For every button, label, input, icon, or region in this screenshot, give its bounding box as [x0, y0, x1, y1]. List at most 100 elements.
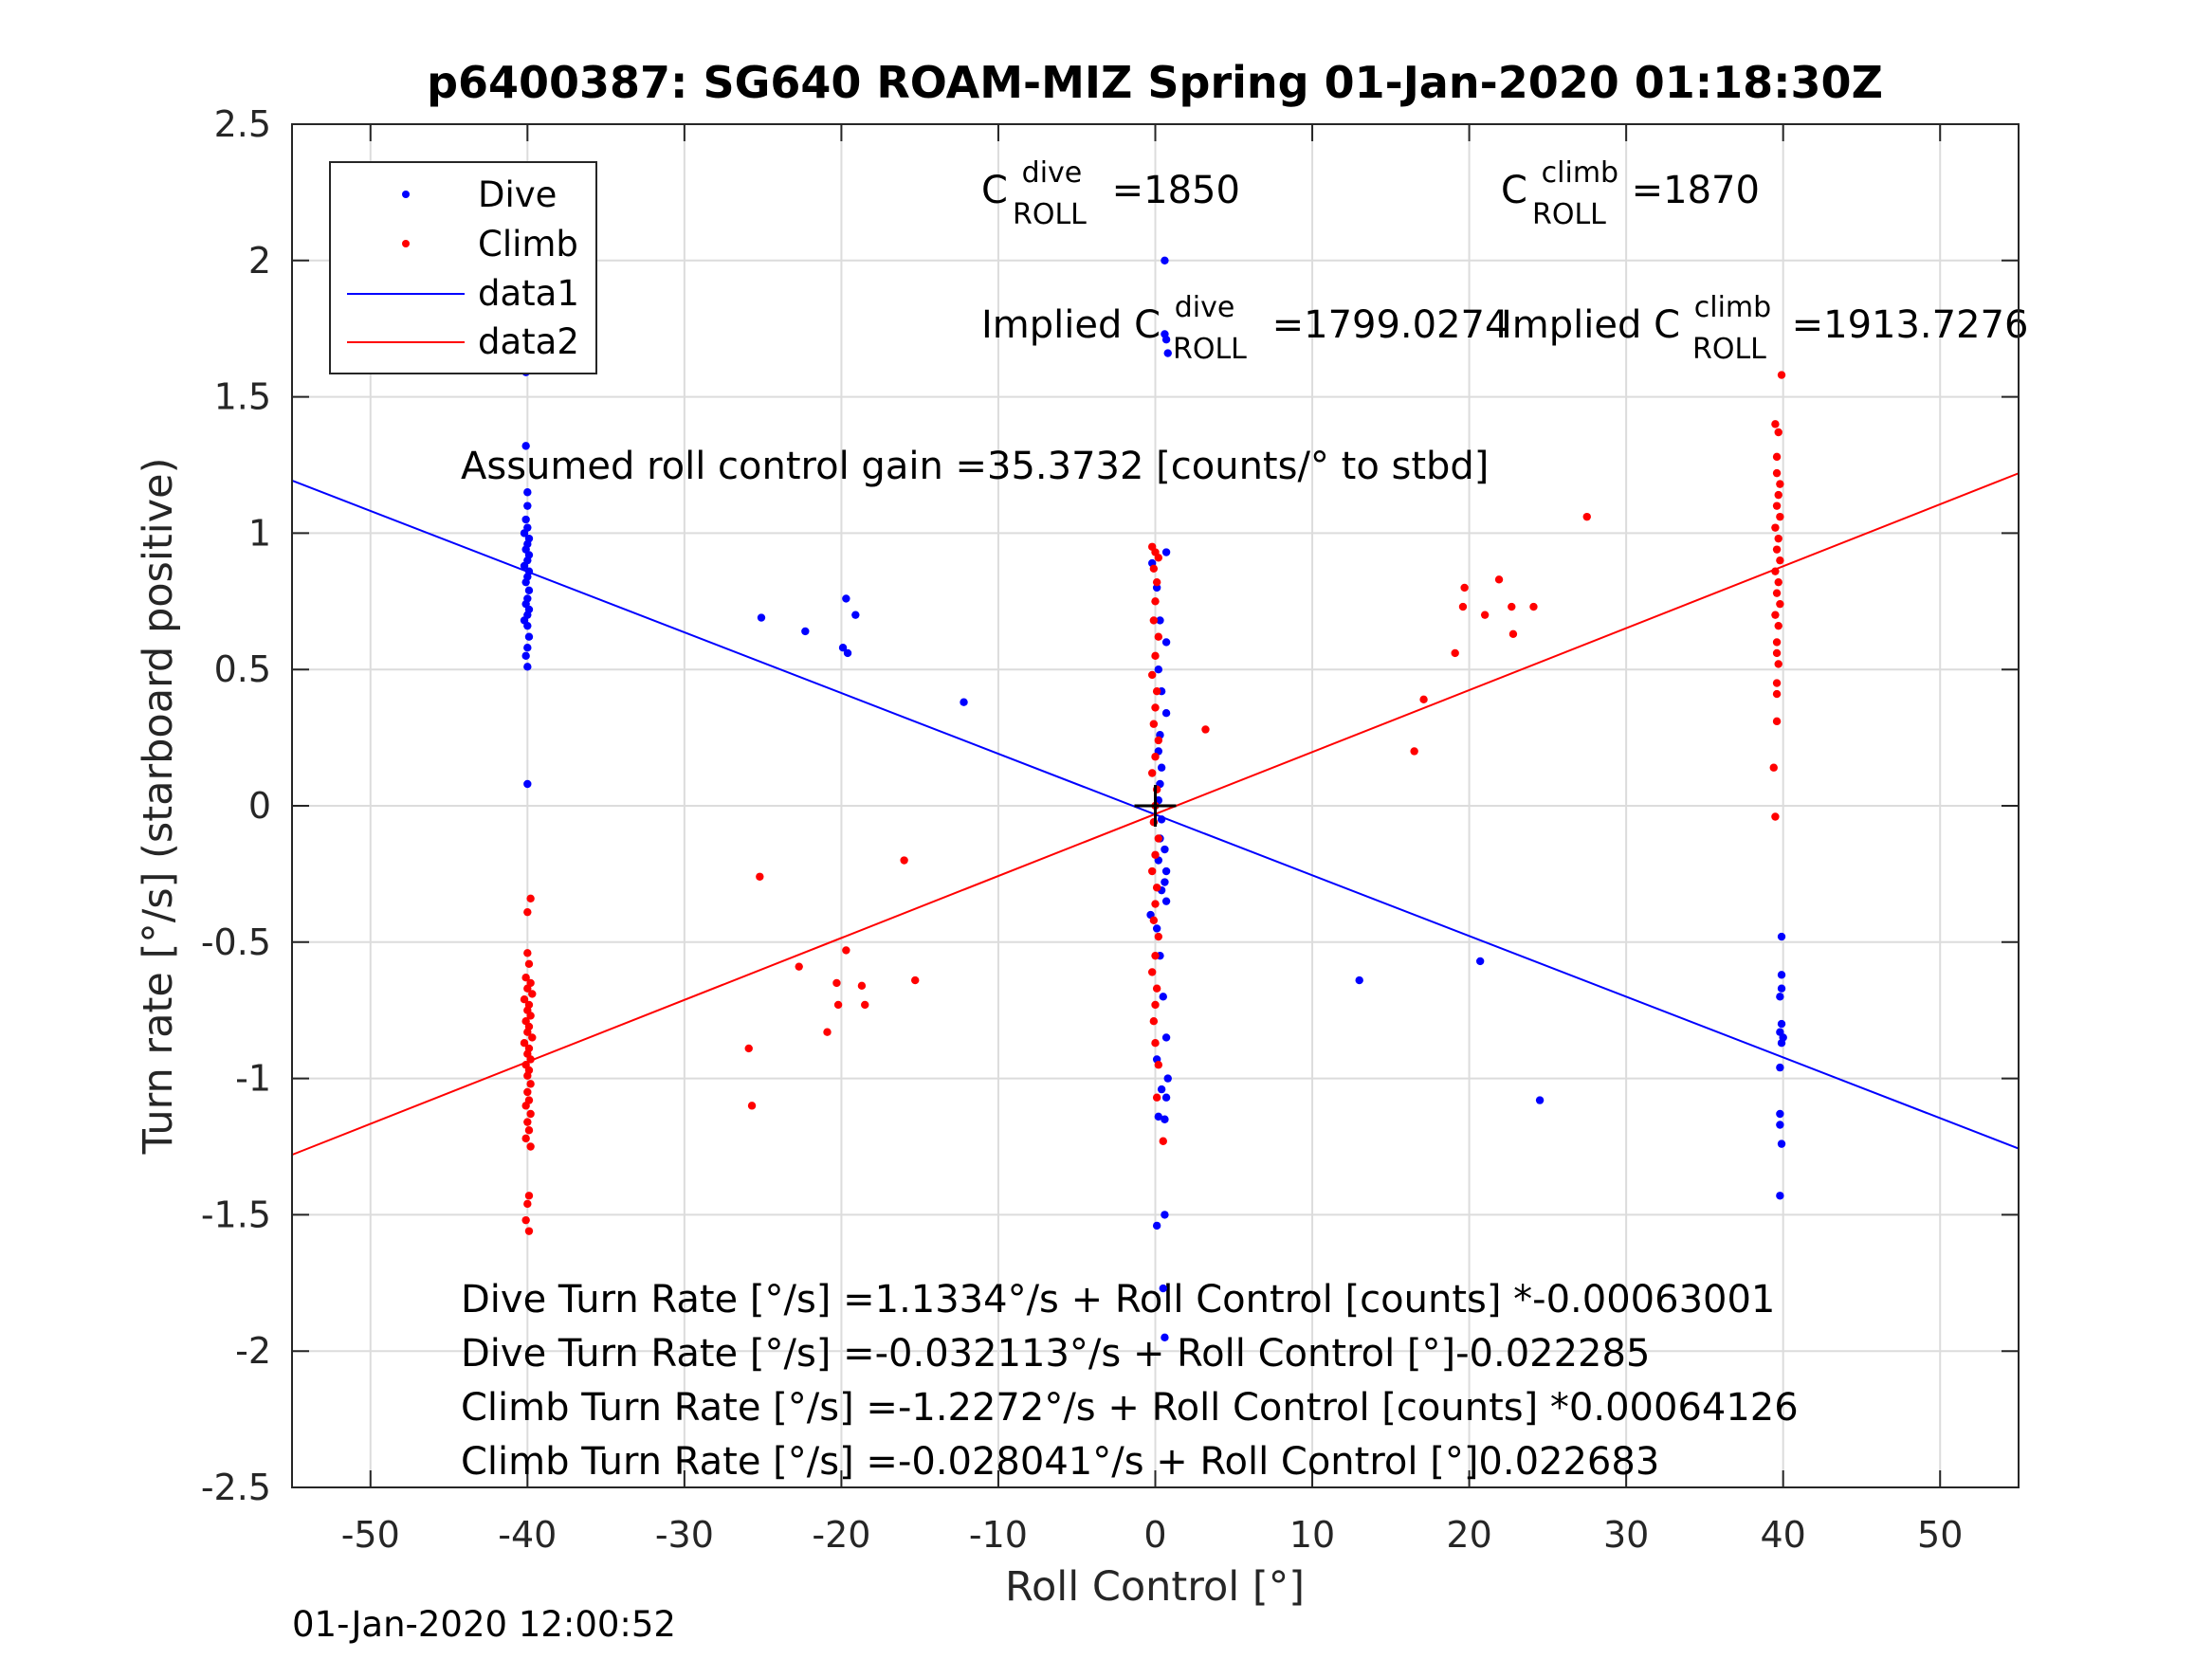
x-axis-label: Roll Control [°] [1005, 1563, 1305, 1611]
dive-point [521, 442, 530, 450]
climb-point [1529, 602, 1538, 611]
x-tick-label: -40 [498, 1514, 557, 1556]
implied-dive-sup: dive [1175, 291, 1235, 324]
dive-point [1161, 336, 1171, 344]
dive-point [521, 651, 530, 661]
climb-point [1772, 689, 1782, 699]
dive-point [1163, 1074, 1172, 1083]
climb-point [1149, 720, 1159, 728]
dive-point [1154, 665, 1163, 674]
dive-point [520, 529, 529, 538]
dive-point [524, 586, 534, 594]
c-dive-sub: ROLL [1013, 198, 1087, 231]
c-climb-sub: ROLL [1532, 198, 1606, 231]
climb-point [1149, 1017, 1159, 1026]
y-tick-label: -1.5 [201, 1194, 271, 1235]
dive-point [1159, 993, 1167, 1001]
dive-point [801, 627, 810, 636]
climb-point [521, 1134, 530, 1143]
climb-point [1774, 660, 1782, 668]
climb-point [1151, 753, 1160, 761]
climb-point [1494, 575, 1504, 584]
climb-point [823, 1028, 832, 1036]
c-climb-value: =1870 [1632, 169, 1760, 212]
climb-point [1147, 769, 1157, 777]
y-tick-label: -1 [235, 1058, 271, 1100]
legend-climb-marker [402, 240, 410, 247]
y-tick-label: 1.5 [214, 376, 271, 418]
legend-data1-label: data1 [478, 273, 579, 314]
legend: Dive Climb data1 data2 [329, 161, 597, 374]
climb-point [1771, 420, 1780, 428]
implied-climb-sub: ROLL [1692, 333, 1766, 366]
dive-point [1161, 878, 1169, 886]
c-dive-annotation: C dive ROLL =1850 [981, 148, 1240, 233]
climb-point [1582, 512, 1591, 521]
climb-point [521, 973, 530, 982]
climb-point [524, 1126, 534, 1135]
dive-point [520, 561, 529, 571]
dive-point [1152, 924, 1161, 933]
fit-line-annotation-1: Dive Turn Rate [°/s] =1.1334°/s + Roll C… [461, 1278, 1775, 1322]
climb-point [1774, 428, 1782, 437]
dive-point [1157, 815, 1166, 824]
climb-point [857, 981, 867, 991]
dive-point [851, 611, 860, 619]
x-tick-label: 10 [1289, 1514, 1335, 1556]
dive-point [1161, 548, 1171, 556]
climb-point [1508, 602, 1516, 611]
climb-point [528, 1033, 537, 1042]
climb-point [1149, 564, 1159, 573]
dive-point [524, 632, 534, 641]
climb-point [526, 1055, 535, 1064]
climb-point [1771, 523, 1780, 532]
x-tick-label: -10 [969, 1514, 1028, 1556]
climb-point [1154, 632, 1163, 641]
legend-data2-label: data2 [478, 321, 579, 362]
implied-climb-prefix: Implied C [1501, 303, 1680, 347]
climb-point [795, 962, 803, 971]
dive-point [523, 779, 532, 789]
climb-point [524, 1192, 534, 1200]
c-dive-prefix: C [981, 169, 1008, 212]
climb-point [523, 1028, 532, 1036]
legend-box [329, 161, 597, 374]
dive-point [1535, 1096, 1545, 1104]
climb-point [1159, 1137, 1167, 1145]
climb-point [1154, 1061, 1163, 1069]
climb-point [1776, 480, 1784, 488]
climb-point [1771, 611, 1780, 619]
climb-point [523, 907, 532, 917]
dive-point [1161, 709, 1171, 718]
climb-point [1410, 747, 1418, 756]
x-tick-label: 0 [1143, 1514, 1166, 1556]
y-tick-label: 1 [248, 512, 271, 554]
dive-point [1355, 975, 1363, 985]
climb-point [747, 1102, 757, 1110]
climb-point [1774, 621, 1782, 630]
climb-point [1201, 725, 1210, 734]
x-tick-label: 50 [1917, 1514, 1963, 1556]
y-axis-label: Turn rate [°/s] (starboard positive) [135, 458, 182, 1156]
climb-point [1151, 900, 1160, 908]
dive-point [1161, 1093, 1171, 1102]
climb-point [523, 1071, 532, 1080]
c-climb-prefix: C [1501, 169, 1527, 212]
y-tick-label: 0.5 [214, 648, 271, 690]
dive-point [1161, 1033, 1171, 1042]
climb-point [1152, 687, 1161, 696]
climb-point [524, 959, 534, 969]
dive-point [523, 488, 532, 497]
climb-point [1151, 850, 1160, 859]
climb-point [520, 1039, 529, 1048]
grid [292, 123, 2019, 1488]
y-tick-label: 2.5 [214, 103, 271, 145]
implied-climb-value: =1913.7276 [1792, 303, 2029, 347]
climb-point [861, 1000, 869, 1010]
dive-point [1163, 349, 1172, 357]
c-climb-annotation: C climb ROLL =1870 [1501, 148, 1760, 233]
dive-point [1161, 845, 1169, 854]
climb-point [526, 1142, 535, 1151]
climb-point [1151, 651, 1160, 661]
